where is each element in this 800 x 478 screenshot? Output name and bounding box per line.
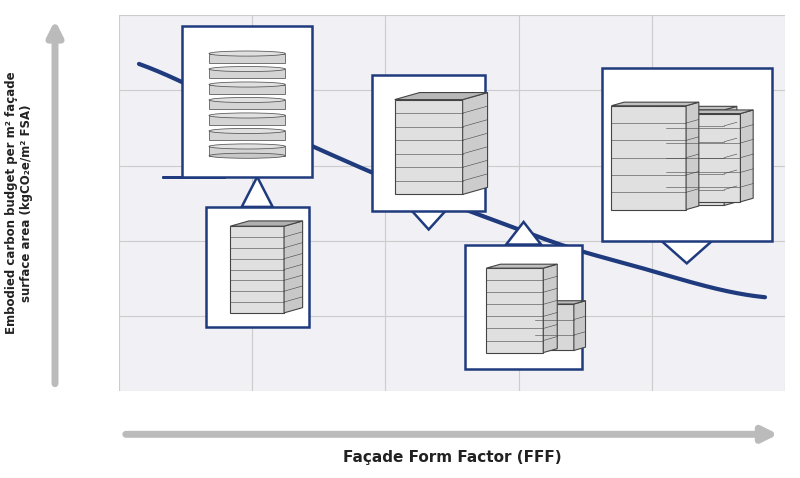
Polygon shape — [650, 106, 737, 110]
Polygon shape — [666, 110, 753, 114]
Polygon shape — [284, 221, 302, 313]
Polygon shape — [611, 106, 686, 210]
FancyBboxPatch shape — [466, 245, 582, 369]
FancyBboxPatch shape — [182, 26, 312, 177]
Polygon shape — [662, 241, 712, 263]
Polygon shape — [394, 99, 462, 195]
Ellipse shape — [209, 66, 286, 72]
FancyBboxPatch shape — [209, 85, 286, 94]
FancyBboxPatch shape — [209, 54, 286, 63]
Polygon shape — [242, 177, 273, 207]
Polygon shape — [506, 222, 541, 245]
FancyBboxPatch shape — [602, 68, 772, 241]
FancyBboxPatch shape — [206, 207, 309, 327]
Ellipse shape — [209, 144, 286, 149]
Polygon shape — [534, 301, 586, 304]
Ellipse shape — [209, 129, 286, 133]
Polygon shape — [686, 102, 699, 210]
Ellipse shape — [209, 98, 286, 103]
Polygon shape — [724, 106, 737, 206]
Polygon shape — [650, 110, 724, 206]
FancyBboxPatch shape — [209, 146, 286, 156]
FancyBboxPatch shape — [209, 131, 286, 140]
Text: Façade Form Factor (FFF): Façade Form Factor (FFF) — [342, 450, 562, 466]
Polygon shape — [543, 264, 558, 353]
Polygon shape — [574, 301, 586, 350]
Ellipse shape — [209, 51, 286, 56]
FancyBboxPatch shape — [209, 69, 286, 78]
Polygon shape — [412, 211, 446, 229]
Text: Embodied carbon budget per m² façade
surface area (kgCO₂e/m² FSA): Embodied carbon budget per m² façade sur… — [5, 72, 33, 335]
FancyBboxPatch shape — [209, 100, 286, 109]
Polygon shape — [230, 226, 284, 313]
Polygon shape — [230, 221, 302, 226]
Polygon shape — [741, 110, 753, 202]
Polygon shape — [611, 102, 699, 106]
FancyBboxPatch shape — [209, 116, 286, 125]
Ellipse shape — [209, 113, 286, 118]
Ellipse shape — [209, 153, 286, 158]
Polygon shape — [534, 304, 574, 350]
Polygon shape — [486, 268, 543, 353]
Polygon shape — [394, 93, 487, 99]
Ellipse shape — [209, 82, 286, 87]
Polygon shape — [666, 114, 741, 202]
Polygon shape — [486, 264, 558, 268]
FancyBboxPatch shape — [372, 75, 486, 211]
Polygon shape — [462, 93, 487, 195]
